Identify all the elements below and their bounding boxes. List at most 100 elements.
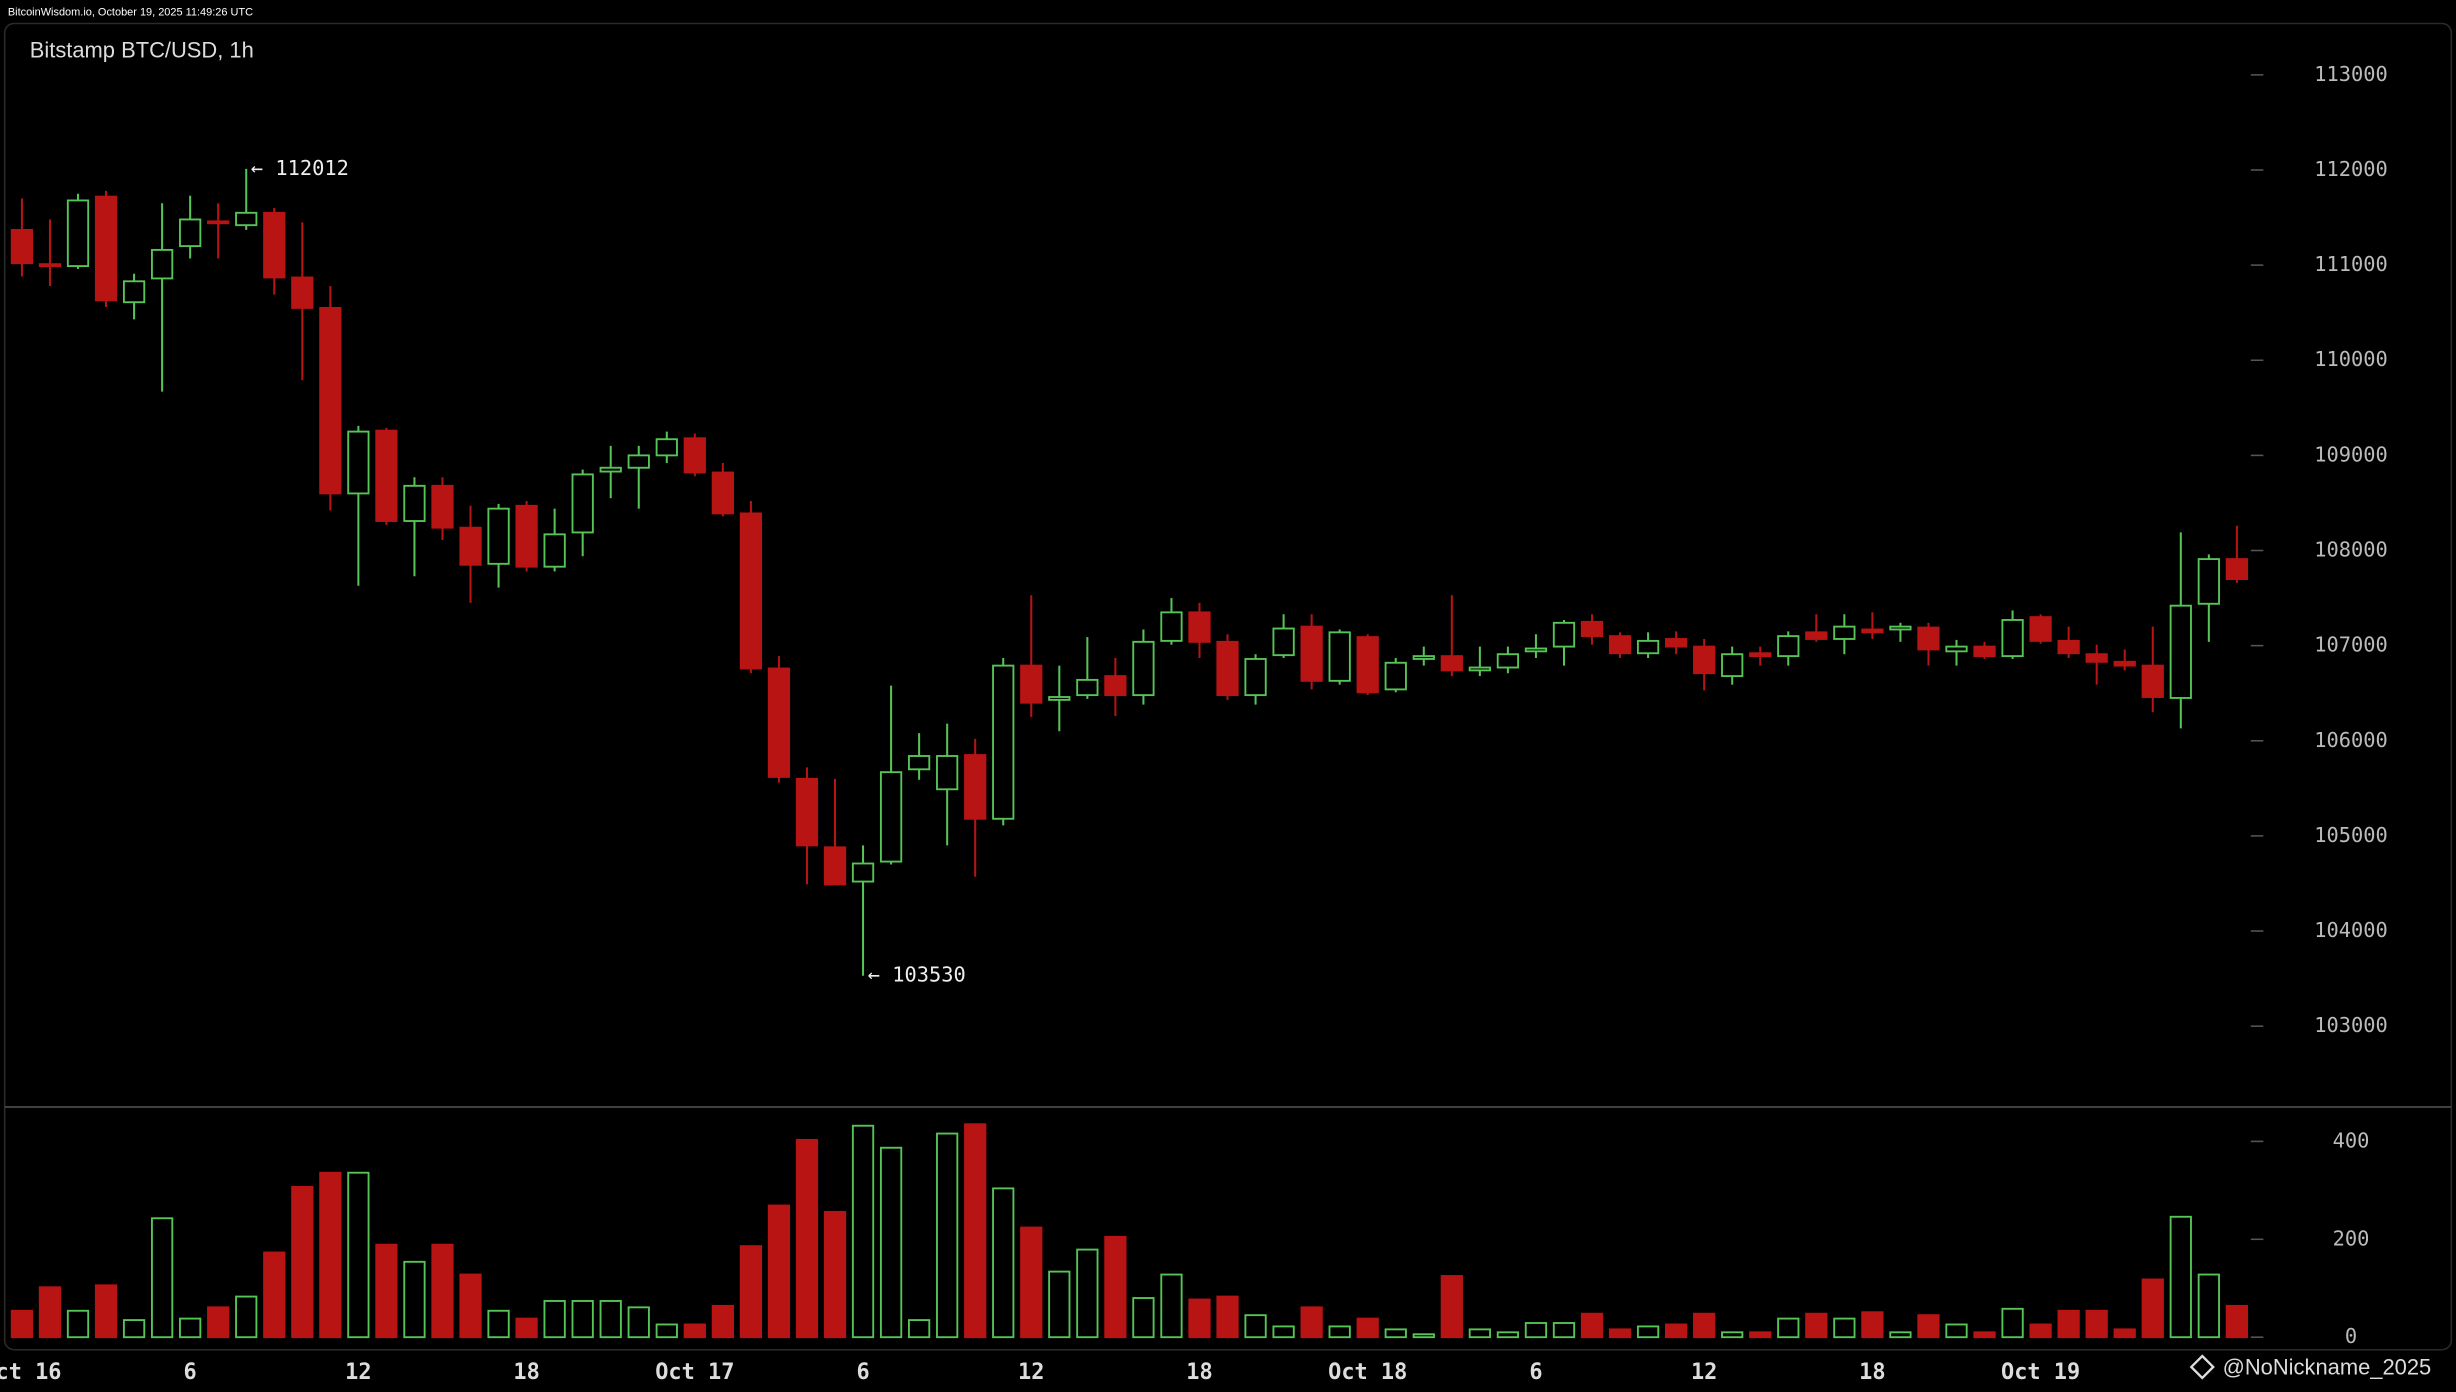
volume-bar	[1104, 1235, 1127, 1339]
watermark: @NoNickname_2025	[2223, 1354, 2432, 1379]
volume-bar	[1132, 1297, 1155, 1339]
candle-body	[150, 248, 174, 280]
candle-body	[1384, 661, 1407, 691]
candle-body	[2113, 660, 2136, 667]
y-tick-label: 111000	[2314, 252, 2388, 276]
volume-bar	[515, 1317, 538, 1339]
candle-body	[431, 484, 454, 529]
volume-bar	[543, 1300, 566, 1339]
volume-bar	[823, 1210, 847, 1339]
volume-bar	[347, 1171, 370, 1339]
volume-bar	[1160, 1273, 1183, 1339]
volume-bar	[2225, 1304, 2248, 1339]
candle-body	[2057, 639, 2080, 655]
volume-bar	[150, 1217, 174, 1339]
candle-body	[879, 771, 903, 863]
candle-body	[1496, 653, 1520, 669]
candle-body	[291, 276, 314, 309]
candle-body	[599, 466, 622, 473]
x-tick-label: 18	[513, 1360, 539, 1385]
volume-bar	[375, 1243, 398, 1339]
volume-bar	[1412, 1333, 1435, 1339]
volume-bar	[1356, 1317, 1379, 1339]
volume-bar	[599, 1300, 622, 1339]
candle-body	[375, 429, 398, 522]
candle-body	[1440, 655, 1463, 672]
volume-bar	[711, 1304, 734, 1339]
volume-bar	[1889, 1331, 1912, 1339]
volume-bar	[2169, 1215, 2192, 1339]
candle-body	[2141, 664, 2164, 698]
candle-body	[1693, 645, 1716, 675]
candle-body	[1300, 625, 1323, 682]
candle-body	[515, 504, 538, 568]
x-tick-label: 6	[1529, 1360, 1542, 1385]
candle-body	[543, 533, 566, 568]
volume-bar	[2085, 1309, 2108, 1339]
chart-title: Bitstamp BTC/USD, 1h	[30, 37, 254, 62]
candle-body	[1945, 645, 1968, 653]
candle-body	[936, 755, 959, 791]
candle-body	[1076, 678, 1099, 697]
volume-bar	[1272, 1325, 1295, 1339]
volume-bar	[66, 1309, 90, 1339]
candle-body	[1244, 658, 1267, 697]
volume-bar	[1636, 1325, 1660, 1339]
candle-body	[1048, 696, 1071, 701]
candle-body	[1188, 611, 1211, 643]
x-tick-label: 12	[345, 1360, 371, 1385]
candle-body	[795, 777, 819, 847]
volume-tick-label: 200	[2333, 1226, 2370, 1250]
volume-bar	[627, 1306, 650, 1339]
candle-body	[2225, 558, 2248, 580]
volume-bar	[1721, 1331, 1744, 1339]
candle-body	[1777, 635, 1800, 658]
candle-body	[1132, 640, 1155, 697]
candle-body	[1104, 675, 1127, 697]
candle-body	[1580, 620, 1604, 638]
candle-body	[2029, 616, 2052, 642]
volume-bar	[2029, 1323, 2052, 1339]
candle-body	[2001, 619, 2024, 658]
volume-bar	[1468, 1328, 1491, 1339]
candle-body	[1721, 653, 1744, 678]
volume-bar	[179, 1317, 202, 1339]
candle-body	[235, 211, 258, 227]
y-tick-label: 105000	[2314, 823, 2388, 847]
candle-body	[964, 754, 987, 820]
volume-bar	[487, 1309, 510, 1339]
candle-body	[1749, 652, 1772, 658]
candle-body	[179, 218, 202, 248]
candle-body	[207, 220, 230, 225]
volume-bar	[1188, 1298, 1211, 1339]
x-tick-label: Oct 19	[2001, 1360, 2080, 1385]
volume-bar	[992, 1187, 1015, 1339]
candle-body	[459, 526, 482, 566]
x-tick-label: 12	[1018, 1360, 1044, 1385]
price-annotation: ← 112012	[251, 156, 349, 180]
volume-bar	[571, 1300, 594, 1339]
volume-bar	[1749, 1331, 1772, 1339]
candle-body	[683, 437, 706, 474]
candle-body	[1636, 639, 1660, 655]
volume-bar	[1524, 1322, 1548, 1339]
volume-bar	[907, 1319, 931, 1339]
x-tick-label: 18	[1186, 1360, 1212, 1385]
price-annotation: ← 103530	[868, 963, 966, 987]
candle-body	[1468, 666, 1491, 672]
volume-bar	[1805, 1312, 1828, 1339]
volume-bar	[1693, 1312, 1716, 1339]
candle-body	[66, 199, 90, 268]
x-tick-label: 6	[856, 1360, 869, 1385]
volume-bar	[1440, 1275, 1463, 1339]
candle-body	[263, 211, 286, 279]
volume-bar	[1552, 1322, 1576, 1339]
candle-body	[347, 430, 370, 495]
y-tick-label: 113000	[2314, 62, 2388, 86]
candle-body	[655, 438, 678, 457]
candle-body	[1328, 631, 1351, 682]
volume-bar	[936, 1132, 959, 1339]
x-tick-label: 18	[1859, 1360, 1885, 1385]
candle-body	[1552, 621, 1576, 648]
